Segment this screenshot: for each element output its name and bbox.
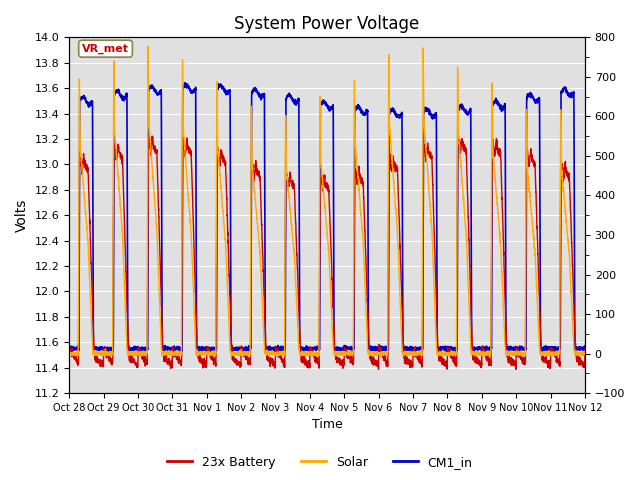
- CM1_in: [440, 344, 448, 350]
- Solar: [144, 44, 152, 49]
- 23x Battery: [286, 170, 294, 176]
- 23x Battery: [148, 133, 156, 139]
- Line: 23x Battery: 23x Battery: [69, 136, 585, 369]
- X-axis label: Time: Time: [312, 419, 342, 432]
- Y-axis label: Volts: Volts: [15, 199, 29, 232]
- Solar: [440, 348, 448, 354]
- 23x Battery: [440, 357, 448, 362]
- Solar: [310, 350, 318, 356]
- CM1_in: [286, 92, 294, 97]
- Solar: [68, 353, 76, 359]
- CM1_in: [65, 348, 73, 354]
- Solar: [65, 352, 73, 358]
- 23x Battery: [282, 177, 290, 182]
- CM1_in: [181, 80, 189, 86]
- 23x Battery: [310, 352, 318, 358]
- CM1_in: [282, 96, 290, 102]
- Solar: [581, 351, 589, 357]
- Solar: [286, 207, 294, 213]
- CM1_in: [310, 345, 318, 351]
- 23x Battery: [540, 354, 547, 360]
- CM1_in: [581, 345, 589, 350]
- Title: System Power Voltage: System Power Voltage: [234, 15, 420, 33]
- Line: CM1_in: CM1_in: [69, 83, 585, 352]
- CM1_in: [412, 349, 420, 355]
- Text: VR_met: VR_met: [82, 44, 129, 54]
- Legend: 23x Battery, Solar, CM1_in: 23x Battery, Solar, CM1_in: [163, 451, 477, 474]
- Solar: [566, 251, 573, 256]
- Line: Solar: Solar: [69, 47, 585, 356]
- CM1_in: [566, 92, 573, 97]
- Solar: [540, 351, 547, 357]
- CM1_in: [540, 345, 547, 350]
- 23x Battery: [512, 366, 520, 372]
- 23x Battery: [566, 177, 573, 183]
- Solar: [282, 140, 290, 146]
- 23x Battery: [581, 346, 589, 352]
- 23x Battery: [65, 343, 73, 349]
